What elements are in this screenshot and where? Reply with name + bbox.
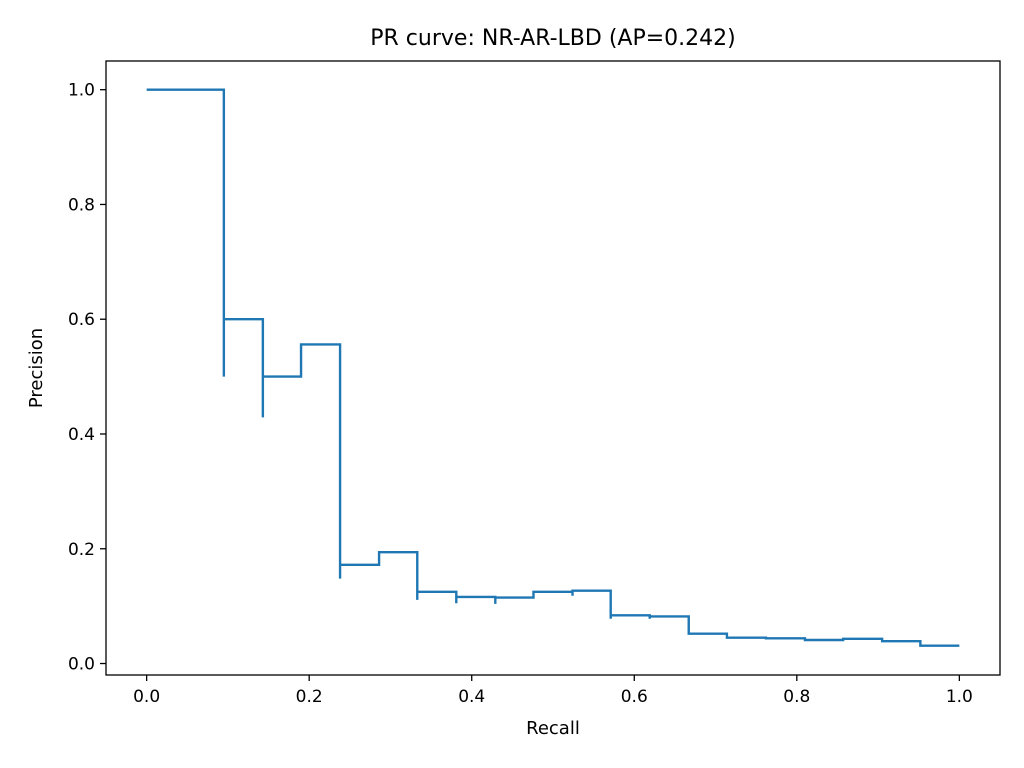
- x-tick-label: 1.0: [946, 687, 973, 707]
- y-axis: 0.0 0.2 0.4 0.6 0.8 1.0: [68, 81, 106, 675]
- x-axis-label: Recall: [526, 718, 580, 739]
- y-tick-label: 0.2: [68, 540, 95, 560]
- x-tick-label: 0.8: [783, 687, 810, 707]
- x-tick-label: 0.6: [621, 687, 648, 707]
- y-tick-label: 0.4: [68, 425, 95, 445]
- x-tick-label: 0.0: [133, 687, 160, 707]
- x-axis: 0.0 0.2 0.4 0.6 0.8 1.0: [133, 675, 973, 707]
- plot-frame: [105, 60, 1001, 676]
- plot-area: [146, 88, 960, 647]
- y-tick-label: 1.0: [68, 81, 95, 101]
- y-tick-label: 0.8: [68, 195, 95, 215]
- x-tick-label: 0.4: [458, 687, 485, 707]
- x-tick-label: 0.2: [296, 687, 323, 707]
- y-axis-label: Precision: [26, 328, 47, 408]
- y-tick-label: 0.0: [68, 655, 95, 675]
- chart-title: PR curve: NR-AR-LBD (AP=0.242): [370, 26, 735, 51]
- pr-curve-line: [146, 88, 960, 647]
- y-tick-label: 0.6: [68, 310, 95, 330]
